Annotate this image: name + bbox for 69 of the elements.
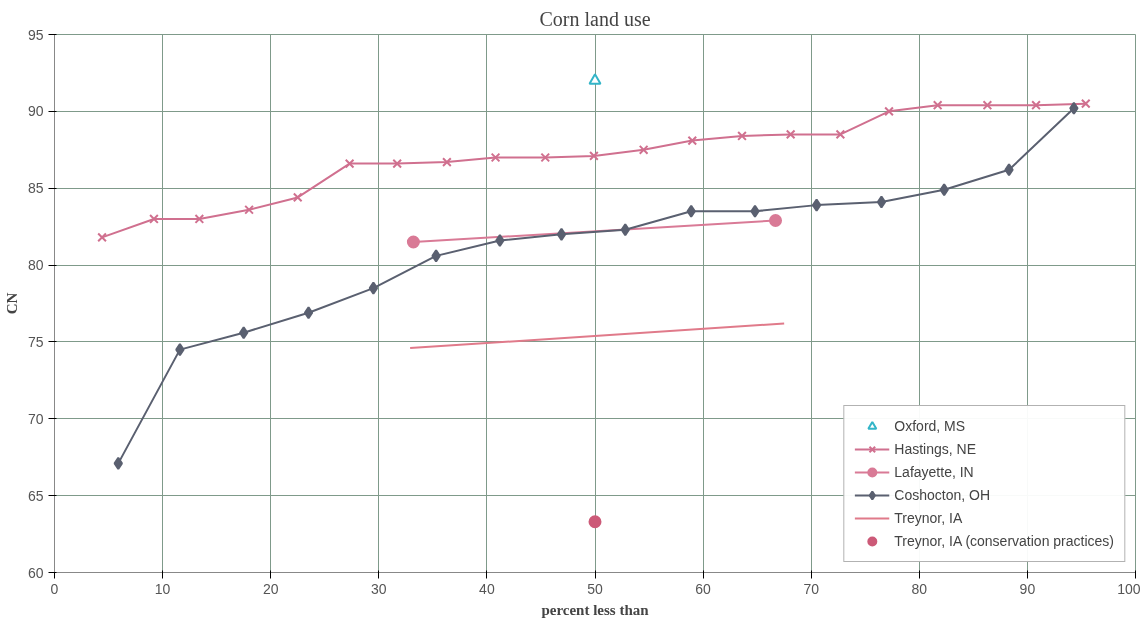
y-axis-title: CN [3,292,20,315]
point [1069,101,1079,115]
legend-label: Lafayette, IN [894,464,974,480]
point [811,198,822,212]
point [932,100,943,111]
point [490,152,501,163]
point [406,235,420,249]
x-tick-label: 60 [695,580,712,597]
y-tick-label: 70 [27,410,44,427]
point [368,281,379,295]
point [540,152,551,163]
point [194,214,205,224]
legend-label: Hastings, NE [894,441,977,457]
chart-title: Corn land use [539,7,651,30]
y-tick-label: 75 [27,333,44,350]
legend-label: Treynor, IA (conservation practices) [894,533,1114,549]
point [344,158,355,169]
x-tick-label: 70 [803,580,820,597]
point [785,129,796,140]
x-tick-label: 40 [479,580,495,597]
y-tick-label: 80 [27,257,44,274]
point [750,204,760,218]
point [876,195,887,209]
point [556,227,567,241]
point [495,233,505,247]
y-tick-label: 60 [27,564,44,581]
point [431,249,441,263]
point [588,73,602,85]
legend-label: Treynor, IA [894,510,963,526]
point [982,100,993,111]
point [442,157,452,167]
legend-label: Oxford, MS [894,418,966,434]
legend-label: Coshocton, OH [894,487,991,503]
x-tick-label: 90 [1019,580,1036,597]
point [687,135,698,146]
y-tick-label: 65 [27,487,44,504]
point [1031,100,1041,111]
point [1080,98,1091,109]
x-tick-label: 10 [154,580,171,597]
point [835,129,846,140]
point [149,214,159,224]
point [239,326,249,340]
x-tick-label: 100 [1117,580,1141,597]
point [686,204,696,218]
x-tick-label: 20 [262,580,279,597]
x-tick-label: 0 [50,580,59,597]
y-tick-label: 90 [27,103,44,120]
point [884,106,894,117]
x-tick-label: 50 [587,580,603,597]
point [588,515,602,529]
y-tick-label: 95 [27,26,44,43]
x-axis-title: percent less than [541,601,650,618]
point [620,223,630,237]
y-tick-label: 85 [27,180,44,197]
point [113,456,123,470]
point [244,204,254,215]
point [737,131,747,141]
point [769,214,783,227]
point [303,306,314,320]
point [1004,163,1014,177]
point [292,192,303,203]
x-tick-label: 80 [911,580,928,597]
x-tick-label: 30 [371,580,387,597]
point [175,343,185,357]
point [638,144,649,155]
point [589,151,599,161]
point [97,232,107,243]
point [392,158,403,169]
point [939,183,949,197]
